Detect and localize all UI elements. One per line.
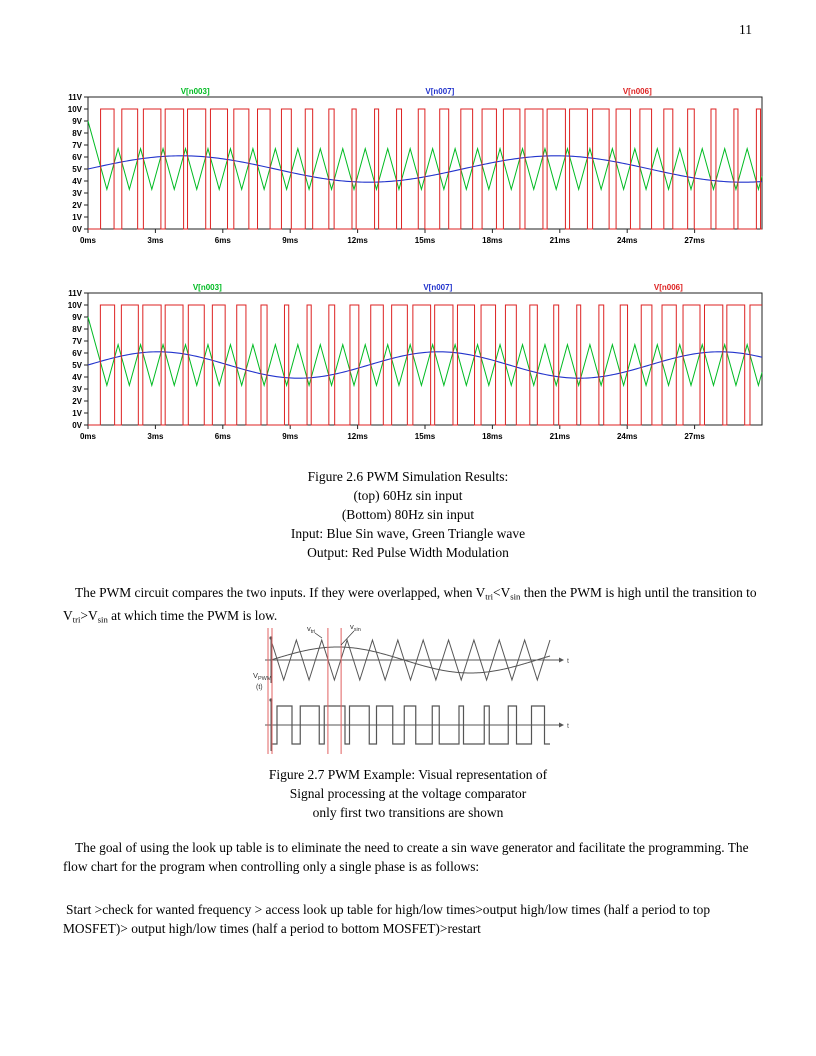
subscript-text: sin bbox=[97, 614, 108, 625]
body-text: >V bbox=[80, 608, 98, 624]
legend-label: V[n003] bbox=[181, 87, 210, 96]
x-tick-label: 18ms bbox=[482, 432, 503, 441]
x-tick-label: 12ms bbox=[347, 432, 368, 441]
y-tick-label: 4V bbox=[72, 177, 82, 186]
body-text: The PWM circuit compares the two inputs.… bbox=[75, 585, 486, 600]
x-tick-label: 27ms bbox=[684, 236, 705, 245]
y-tick-label: 9V bbox=[72, 117, 82, 126]
v-tri-pointer bbox=[314, 632, 323, 639]
caption-line: Figure 2.6 PWM Simulation Results: bbox=[307, 469, 509, 484]
x-tick-label: 3ms bbox=[147, 432, 164, 441]
figure-2-6-caption: Figure 2.6 PWM Simulation Results: (top)… bbox=[0, 467, 816, 562]
body-text: at which time the PWM is low. bbox=[107, 608, 278, 624]
legend-label: V[n003] bbox=[193, 283, 222, 292]
y-tick-label: 8V bbox=[72, 129, 82, 138]
x-tick-label: 27ms bbox=[684, 432, 705, 441]
sine-wave bbox=[270, 646, 551, 674]
triangle-wave bbox=[270, 638, 551, 682]
caption-line: only first two transitions are shown bbox=[312, 805, 504, 820]
v-pwm-label: VPWM bbox=[253, 671, 272, 682]
x-tick-label: 0ms bbox=[80, 236, 97, 245]
subscript-text: tri bbox=[72, 614, 81, 625]
caption-line: (Bottom) 80Hz sin input bbox=[341, 507, 475, 522]
axis-arrow bbox=[559, 657, 564, 663]
y-tick-label: 3V bbox=[72, 189, 82, 198]
x-tick-label: 3ms bbox=[147, 236, 164, 245]
y-tick-label: 0V bbox=[72, 421, 82, 430]
figure-2-7-caption: Figure 2.7 PWM Example: Visual represent… bbox=[0, 765, 816, 822]
v-sin-label: vsin bbox=[350, 622, 361, 633]
subscript-text: tri bbox=[485, 591, 494, 602]
t-axis-label: t bbox=[567, 723, 569, 730]
legend-label: V[n007] bbox=[425, 87, 454, 96]
y-tick-label: 10V bbox=[68, 301, 83, 310]
subscript-text: sin bbox=[510, 591, 521, 602]
y-tick-label: 2V bbox=[72, 201, 82, 210]
y-tick-label: 1V bbox=[72, 409, 82, 418]
figure-2-7-pwm-example-image: t t vtri vsin VPWM (t) bbox=[253, 622, 569, 754]
y-tick-label: 1V bbox=[72, 213, 82, 222]
y-tick-label: 3V bbox=[72, 385, 82, 394]
y-tick-label: 6V bbox=[72, 349, 82, 358]
x-tick-label: 24ms bbox=[617, 236, 638, 245]
body-text: then the PWM is high until the transitio… bbox=[63, 585, 757, 624]
y-tick-label: 9V bbox=[72, 313, 82, 322]
y-tick-label: 10V bbox=[68, 105, 83, 114]
body-text: <V bbox=[493, 585, 511, 600]
x-tick-label: 15ms bbox=[415, 432, 436, 441]
page-number: 11 bbox=[739, 22, 752, 37]
y-tick-label: 7V bbox=[72, 337, 82, 346]
legend-label: V[n006] bbox=[623, 87, 652, 96]
caption-line: Signal processing at the voltage compara… bbox=[289, 786, 527, 801]
y-tick-label: 7V bbox=[72, 141, 82, 150]
v-pwm-t-label: (t) bbox=[256, 684, 263, 691]
caption-line: Output: Red Pulse Width Modulation bbox=[307, 545, 509, 560]
caption-line: (top) 60Hz sin input bbox=[353, 488, 463, 503]
x-tick-label: 21ms bbox=[550, 432, 571, 441]
pwm-wave bbox=[88, 304, 762, 426]
y-tick-label: 2V bbox=[72, 397, 82, 406]
pwm-simulation-chart-80hz: 0V 1V 2V 3V 4V 5V 6V 7V 8V 9V 10V 11V 0ms 3ms 6ms 9ms 12… bbox=[68, 283, 763, 441]
pwm-wave bbox=[88, 108, 762, 230]
v-sin-pointer bbox=[340, 630, 355, 646]
y-tick-label: 0V bbox=[72, 225, 82, 234]
paragraph-pwm-comparison: The PWM circuit compares the two inputs.… bbox=[63, 583, 758, 630]
y-tick-label: 5V bbox=[72, 361, 82, 370]
x-tick-label: 18ms bbox=[482, 236, 503, 245]
caption-line: Input: Blue Sin wave, Green Triangle wav… bbox=[290, 526, 526, 541]
y-tick-label: 11V bbox=[68, 93, 82, 102]
legend-label: V[n007] bbox=[423, 283, 452, 292]
x-tick-label: 6ms bbox=[215, 432, 232, 441]
paragraph-lookup-goal: The goal of using the look up table is t… bbox=[63, 840, 749, 874]
axis-arrow bbox=[559, 722, 564, 728]
v-tri-label: vtri bbox=[307, 624, 315, 635]
x-tick-label: 21ms bbox=[550, 236, 571, 245]
sine-wave bbox=[87, 351, 763, 379]
x-tick-label: 9ms bbox=[282, 236, 299, 245]
pwm-wave bbox=[271, 705, 550, 745]
x-tick-label: 6ms bbox=[215, 236, 232, 245]
caption-line: Figure 2.7 PWM Example: Visual represent… bbox=[268, 767, 548, 782]
y-tick-label: 11V bbox=[68, 289, 82, 298]
pwm-simulation-chart-60hz: 0V 1V 2V 3V 4V 5V 6V 7V 8V 9V 10V 11V 0ms 3ms 6ms 9ms 12… bbox=[68, 87, 763, 245]
x-tick-label: 9ms bbox=[282, 432, 299, 441]
y-tick-label: 6V bbox=[72, 153, 82, 162]
paragraph-flow-chart: Start >check for wanted frequency > acce… bbox=[63, 902, 711, 936]
x-tick-label: 15ms bbox=[415, 236, 436, 245]
y-tick-label: 5V bbox=[72, 165, 82, 174]
x-tick-label: 12ms bbox=[347, 236, 368, 245]
triangle-wave bbox=[87, 316, 763, 388]
y-tick-label: 8V bbox=[72, 325, 82, 334]
legend-label: V[n006] bbox=[654, 283, 683, 292]
t-axis-label: t bbox=[567, 658, 569, 665]
y-tick-label: 4V bbox=[72, 373, 82, 382]
triangle-wave bbox=[87, 120, 763, 192]
x-tick-label: 24ms bbox=[617, 432, 638, 441]
x-tick-label: 0ms bbox=[80, 432, 97, 441]
